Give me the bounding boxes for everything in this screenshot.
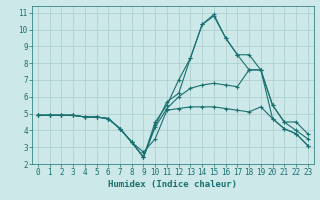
- X-axis label: Humidex (Indice chaleur): Humidex (Indice chaleur): [108, 180, 237, 189]
